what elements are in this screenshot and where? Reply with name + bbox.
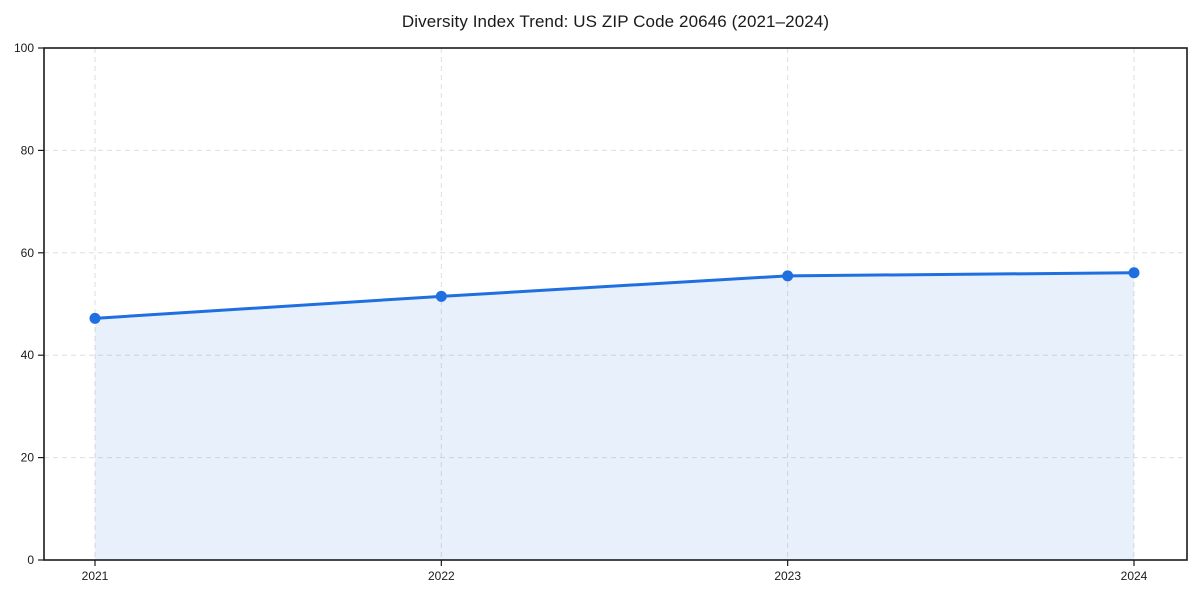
- axis-tick-marks: [38, 47, 1135, 566]
- x-tick-label-2021: 2021: [82, 569, 109, 583]
- chart-title: Diversity Index Trend: US ZIP Code 20646…: [401, 12, 830, 31]
- data-point-2023: [782, 270, 794, 282]
- area-fill: [95, 272, 1134, 560]
- data-point-2021: [89, 312, 101, 324]
- x-tick-label-2022: 2022: [428, 569, 455, 583]
- y-tick-label-60: 60: [21, 246, 35, 260]
- data-point-2022: [435, 290, 447, 302]
- y-tick-label-80: 80: [21, 143, 35, 157]
- plot-border: [43, 47, 1188, 561]
- trend-line: [93, 271, 1136, 320]
- x-axis-labels: 2021 2022 2023 2024: [82, 569, 1148, 583]
- x-tick-label-2024: 2024: [1121, 569, 1148, 583]
- y-tick-label-0: 0: [27, 553, 34, 567]
- y-tick-label-100: 100: [14, 41, 34, 55]
- y-tick-label-20: 20: [21, 451, 35, 465]
- y-tick-label-40: 40: [21, 348, 35, 362]
- data-point-2024: [1128, 267, 1140, 279]
- x-tick-label-2023: 2023: [774, 569, 801, 583]
- data-point-markers: [89, 267, 1140, 324]
- y-axis-labels: 0 20 40 60 80 100: [14, 41, 34, 567]
